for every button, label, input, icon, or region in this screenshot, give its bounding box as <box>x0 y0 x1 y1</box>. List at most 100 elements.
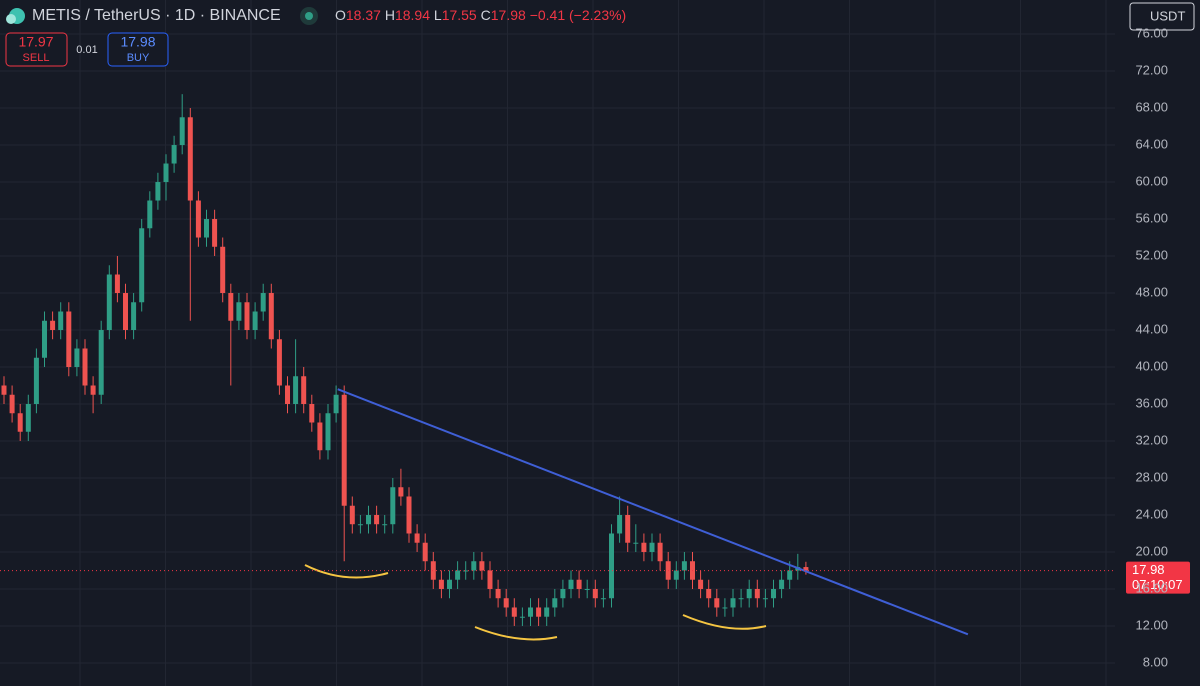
candle-body <box>649 542 655 552</box>
candle-body <box>471 561 477 571</box>
candle-body <box>495 588 501 599</box>
candle-body <box>787 570 793 580</box>
legend-value: 17.98 <box>491 7 526 23</box>
y-tick-label: 44.00 <box>1135 321 1168 336</box>
candle-body <box>187 117 193 201</box>
status-dot <box>305 12 313 20</box>
candle-body <box>390 487 396 525</box>
candle-body <box>463 570 469 572</box>
spread: 0.01 <box>76 44 97 56</box>
candle-body <box>560 588 566 599</box>
candle-body <box>438 579 444 589</box>
candle-body <box>430 561 436 580</box>
candle-body <box>58 311 64 331</box>
candle-body <box>333 394 339 414</box>
candle-body <box>738 598 744 600</box>
candle-body <box>276 339 282 386</box>
buy-price[interactable]: 17.98 <box>120 34 155 50</box>
candle-body <box>9 394 15 414</box>
candle-body <box>625 514 631 543</box>
currency[interactable]: USDT <box>1150 8 1185 23</box>
candle-body <box>50 320 56 331</box>
currency-box[interactable] <box>1129 2 1195 31</box>
legend-key: L <box>434 7 442 23</box>
candle-body <box>66 311 72 368</box>
trendline <box>337 388 969 636</box>
candle-body <box>301 376 307 404</box>
candle-body <box>285 385 290 404</box>
y-tick-label: 48.00 <box>1135 284 1168 299</box>
candle-body <box>357 524 363 526</box>
candle-body <box>195 200 201 238</box>
buy-label[interactable]: BUY <box>127 52 150 64</box>
sell-price[interactable]: 17.97 <box>18 34 53 50</box>
candle-body <box>617 514 623 534</box>
currency-button[interactable]: USDT <box>1129 2 1195 31</box>
candle-body <box>633 542 639 544</box>
candle-body <box>220 246 226 294</box>
candle-body <box>503 598 509 608</box>
annotation-arc <box>304 564 389 579</box>
candle-body <box>90 385 96 395</box>
candle-body <box>762 598 768 600</box>
buy-button[interactable]: 17.98 BUY <box>107 32 169 67</box>
candle-body <box>171 145 177 164</box>
candle-body <box>309 403 315 423</box>
candle-body <box>25 403 31 432</box>
candle-body <box>698 579 704 589</box>
candle-body <box>163 163 169 183</box>
candle-body <box>722 607 728 609</box>
legend-change-pct: (−2.23%) <box>569 7 626 23</box>
y-tick-label: 36.00 <box>1135 395 1168 410</box>
candle-body <box>600 598 606 600</box>
legend-key: O <box>335 7 346 23</box>
price-tag <box>1126 561 1190 594</box>
candle-body <box>139 228 145 303</box>
candle-body <box>325 413 331 451</box>
candle-body <box>155 182 161 201</box>
buy-box[interactable] <box>107 32 169 67</box>
candle-body <box>82 348 88 386</box>
price-tag-countdown: 07:10:07 <box>1132 577 1183 592</box>
candle-body <box>584 588 590 590</box>
symbol-title: METIS / TetherUS · 1D · BINANCE <box>32 7 281 24</box>
candle-body <box>414 533 420 543</box>
candle-body <box>123 293 128 331</box>
candle-body <box>673 570 679 580</box>
legend-change: −0.41 <box>530 7 566 23</box>
candle-body <box>17 413 23 432</box>
candle-body <box>147 200 153 229</box>
candle-body <box>179 117 185 146</box>
candle-body <box>714 598 720 608</box>
candle-body <box>730 598 736 608</box>
candle-body <box>706 588 712 599</box>
candle-body <box>552 598 558 608</box>
sell-box[interactable] <box>5 32 68 67</box>
candle-body <box>204 219 209 238</box>
annotation-arc <box>474 626 558 641</box>
candle-body <box>544 607 550 617</box>
candle-body <box>447 579 452 589</box>
y-tick-label: 72.00 <box>1135 62 1168 77</box>
y-tick-label: 68.00 <box>1135 99 1168 114</box>
candle-body <box>406 496 412 534</box>
candle-body <box>455 570 461 580</box>
candle-body <box>576 579 582 589</box>
candle-body <box>260 293 266 312</box>
candles <box>1 94 809 626</box>
candle-body <box>746 588 752 599</box>
legend-key: H <box>385 7 395 23</box>
candle-body <box>536 607 542 617</box>
candle-body <box>754 588 760 599</box>
candle-body <box>681 561 687 571</box>
candle-body <box>114 274 120 294</box>
candle-body <box>106 274 112 331</box>
candle-body <box>212 219 218 247</box>
candle-body <box>1 385 7 395</box>
sell-label[interactable]: SELL <box>23 52 50 64</box>
sell-button[interactable]: 17.97 SELL <box>5 32 68 67</box>
candle-body <box>422 542 428 562</box>
y-tick-label: 40.00 <box>1135 358 1168 373</box>
y-tick-label: 56.00 <box>1135 210 1168 225</box>
symbol-logo <box>6 14 16 24</box>
